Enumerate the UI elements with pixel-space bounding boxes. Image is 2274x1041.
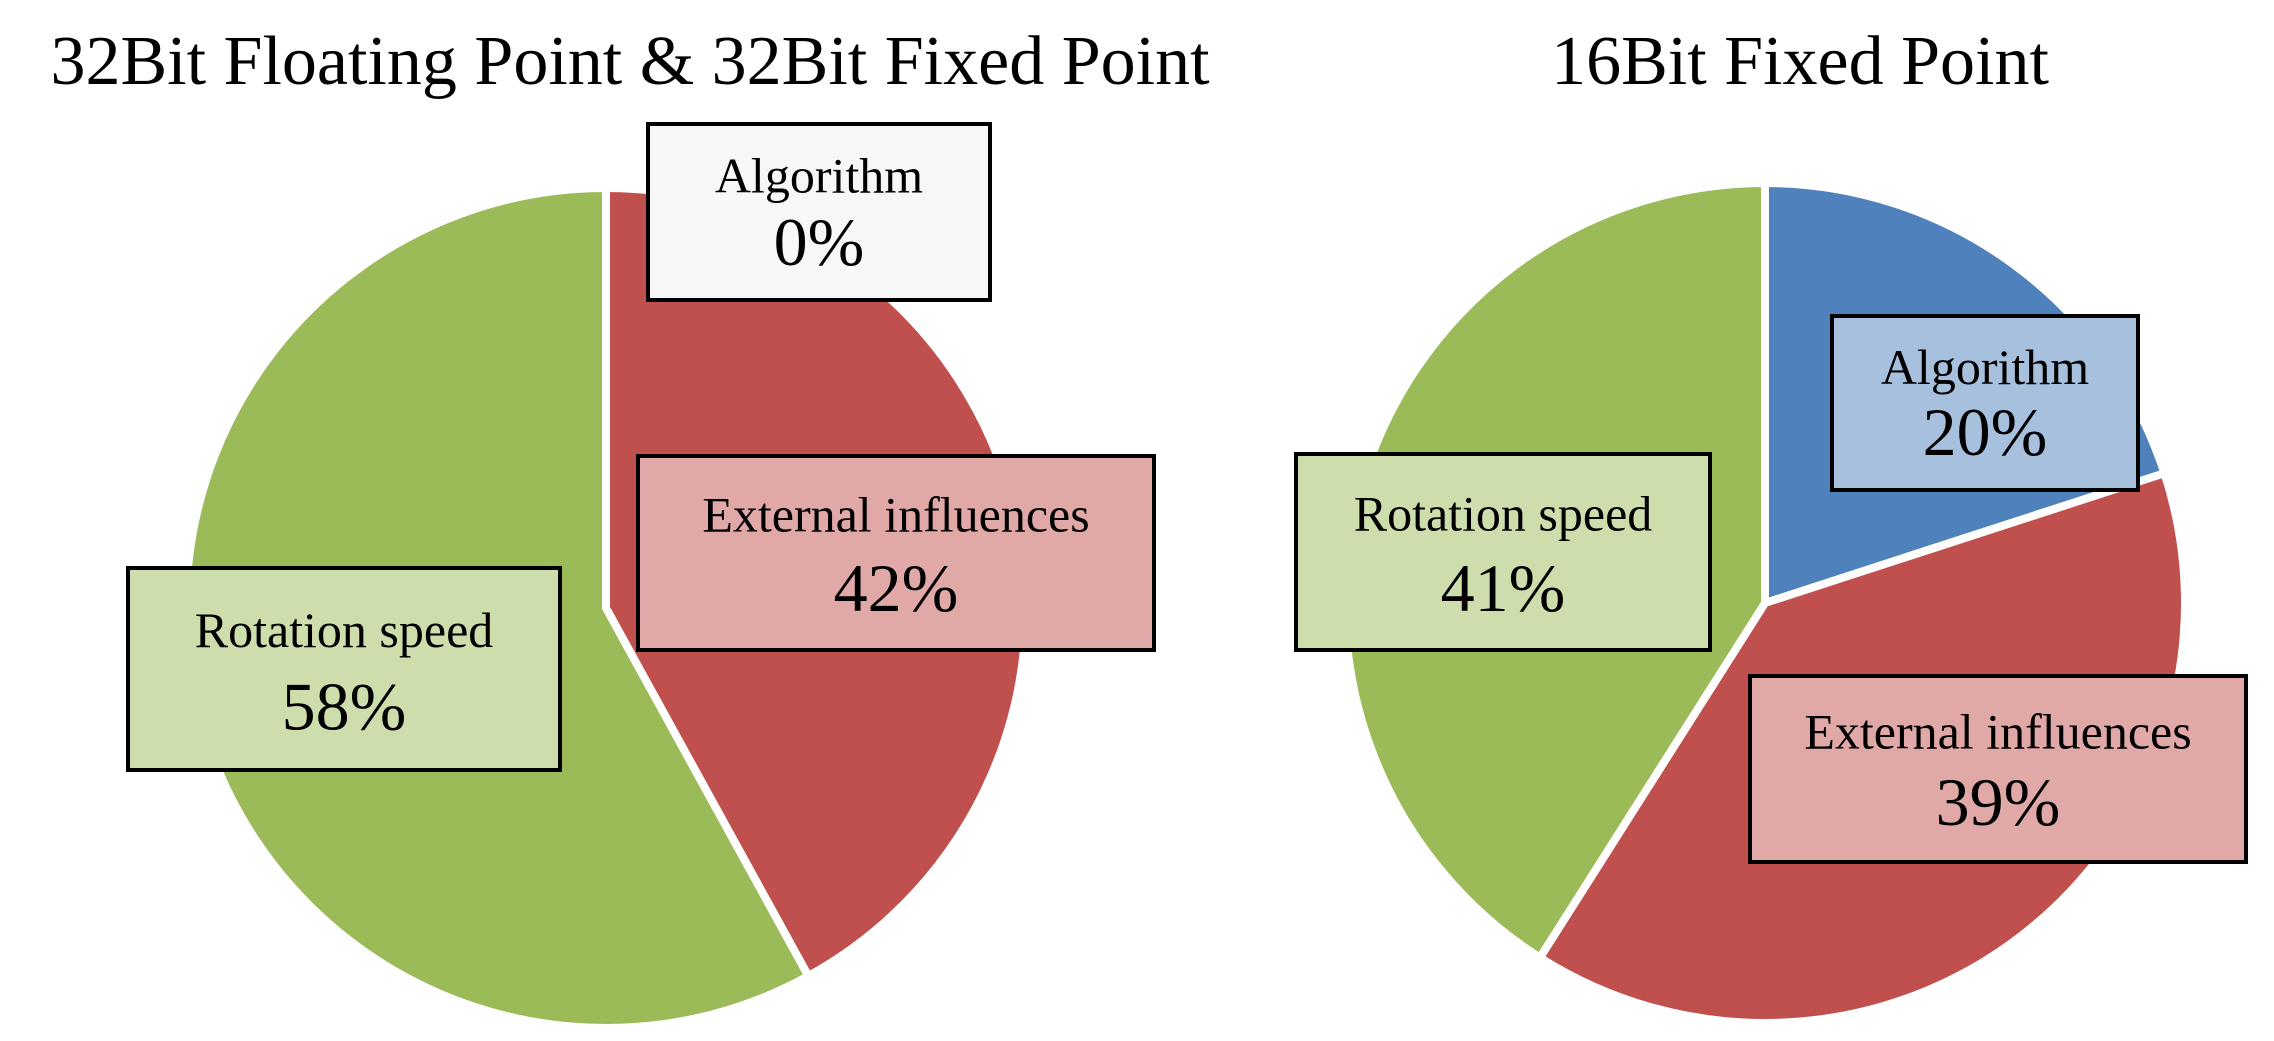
data-label-category: External influences bbox=[1804, 704, 2191, 760]
chart-title: 32Bit Floating Point & 32Bit Fixed Point bbox=[50, 23, 1210, 100]
data-label-percent: 42% bbox=[834, 550, 959, 626]
data-label-percent: 0% bbox=[774, 204, 865, 280]
data-label-external-influences: External influences 42% bbox=[636, 454, 1156, 652]
data-label-box bbox=[646, 122, 992, 302]
pie-chart-32bit: 32Bit Floating Point & 32Bit Fixed Point… bbox=[50, 23, 1210, 1032]
data-label-rotation-speed: Rotation speed 41% bbox=[1294, 452, 1712, 652]
data-label-percent: 41% bbox=[1441, 550, 1566, 626]
data-label-box bbox=[1748, 674, 2248, 864]
data-label-box bbox=[1830, 314, 2140, 492]
data-label-category: Algorithm bbox=[1881, 339, 2089, 395]
data-label-rotation-speed: Rotation speed 58% bbox=[126, 566, 562, 772]
data-label-category: External influences bbox=[702, 487, 1089, 543]
data-label-box bbox=[636, 454, 1156, 652]
data-label-category: Rotation speed bbox=[1354, 485, 1653, 541]
data-label-category: Rotation speed bbox=[195, 602, 494, 658]
data-label-percent: 20% bbox=[1923, 394, 2048, 470]
data-label-box bbox=[1294, 452, 1712, 652]
data-label-box bbox=[126, 566, 562, 772]
chart-title: 16Bit Fixed Point bbox=[1551, 23, 2049, 100]
data-label-category: Algorithm bbox=[715, 148, 923, 204]
data-label-percent: 39% bbox=[1936, 764, 2061, 840]
data-label-percent: 58% bbox=[282, 669, 407, 745]
